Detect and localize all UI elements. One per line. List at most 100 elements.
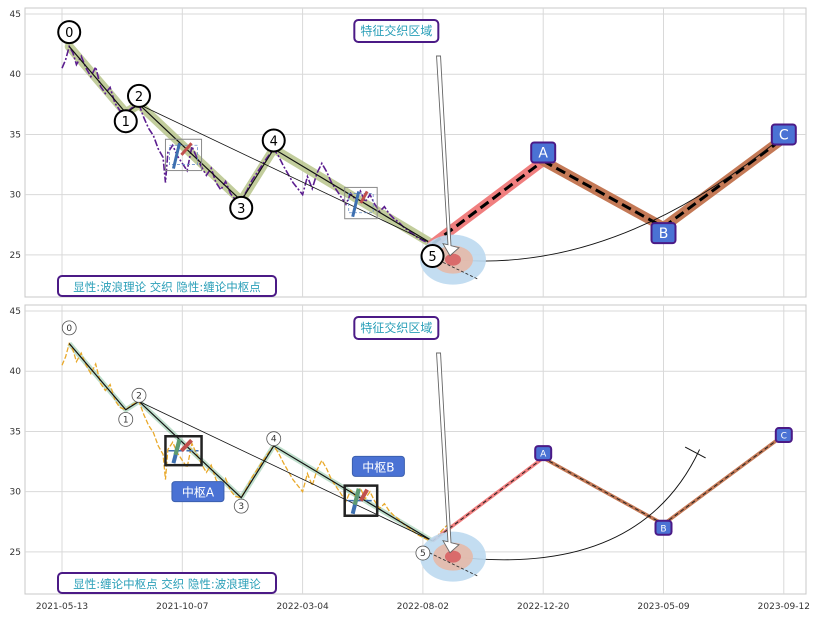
wave-label-circle <box>131 387 147 403</box>
wave-label-circle <box>266 431 282 447</box>
wave-label: 5 <box>428 250 436 265</box>
wave-label-circle <box>113 109 138 134</box>
y-tick-label: 40 <box>10 70 22 80</box>
green-segment <box>173 438 182 456</box>
forecast-label-box <box>530 141 557 164</box>
curve-arrow <box>452 449 700 561</box>
wave-line <box>68 343 433 542</box>
corner-label-text: 显性:缠论中枢点 交织 隐性:波浪理论 <box>73 577 261 591</box>
forecast-line <box>663 434 785 525</box>
forecast-label-box <box>774 427 793 444</box>
blue-segment <box>351 191 361 218</box>
wave-label: 2 <box>135 90 143 105</box>
annotation-text: 特征交织区域 <box>360 320 432 335</box>
y-tick-label: 30 <box>10 191 22 201</box>
wave-label: 3 <box>237 202 245 217</box>
blue-segment <box>171 142 181 169</box>
annotation-box <box>353 316 440 340</box>
forecast-label-box <box>654 519 673 536</box>
wave-label: 2 <box>136 391 142 401</box>
forecast-label-box <box>770 123 797 146</box>
y-tick-label: 40 <box>10 367 22 377</box>
forecast-label: A <box>540 450 547 460</box>
center-inner-box <box>169 144 198 165</box>
wave-label: 0 <box>65 26 73 41</box>
wave-label-circle <box>233 498 249 514</box>
pointer-arrow <box>436 352 460 554</box>
green-segment <box>352 488 361 506</box>
wave-label: 4 <box>270 134 278 149</box>
forecast-label: C <box>781 432 787 442</box>
red-segment <box>358 488 369 502</box>
red-segment <box>359 190 369 204</box>
x-tick-label: 2021-05-13 <box>36 602 88 612</box>
center-box <box>164 435 203 467</box>
plot-area <box>24 7 807 298</box>
x-tick-label: 2022-03-04 <box>276 602 329 612</box>
forecast-label: A <box>538 146 548 162</box>
wave-label-circle <box>61 320 77 336</box>
x-tick-label: 2023-09-12 <box>758 602 810 612</box>
y-tick-label: 45 <box>10 10 21 20</box>
wave-label: 3 <box>238 502 244 512</box>
y-tick-label: 25 <box>10 548 21 558</box>
center-label: 中枢A <box>182 485 215 500</box>
y-tick-label: 35 <box>10 427 21 437</box>
forecast-line <box>431 159 545 246</box>
trend-line <box>138 103 433 245</box>
wave-label-circle <box>420 244 445 269</box>
wave-label: 4 <box>271 435 277 445</box>
center-label: 中枢B <box>362 459 394 474</box>
center-box <box>344 186 378 220</box>
y-tick-label: 25 <box>10 251 21 261</box>
wave-label-circle <box>126 83 151 108</box>
red-segment <box>180 142 193 156</box>
annotation-text: 特征交织区域 <box>360 23 432 38</box>
forecast-label: C <box>779 127 789 143</box>
wave-label: 0 <box>66 324 72 334</box>
wave-label: 5 <box>420 549 426 559</box>
wave-line <box>68 46 433 245</box>
halo-inner <box>444 550 461 563</box>
wave-label: 1 <box>122 115 130 130</box>
forecast-line <box>542 159 665 229</box>
annotation-box <box>353 19 440 43</box>
forecast-line <box>432 457 544 542</box>
wave-label-circle <box>261 128 286 153</box>
center-label-box <box>351 455 405 477</box>
arrow-head <box>684 446 706 459</box>
center-label-box <box>171 481 225 503</box>
pointer-arrow <box>436 55 460 257</box>
price-series <box>61 341 448 542</box>
x-tick-label: 2022-12-20 <box>517 602 570 612</box>
forecast-line <box>662 136 785 229</box>
forecast-label: B <box>659 226 669 242</box>
wave-label-circle <box>57 20 82 45</box>
center-inner-box <box>348 193 374 214</box>
corner-label-box <box>57 572 277 594</box>
forecast-label-box <box>650 222 677 245</box>
wave-label-circle <box>229 195 254 220</box>
wave-label-circle <box>415 545 431 561</box>
x-tick-label: 2023-05-09 <box>637 602 690 612</box>
y-tick-label: 45 <box>10 307 21 317</box>
forecast-line <box>542 457 664 525</box>
trend-line <box>138 400 433 542</box>
x-tick-label: 2021-10-07 <box>156 602 208 612</box>
y-tick-label: 30 <box>10 488 22 498</box>
forecast-label-box <box>534 445 553 462</box>
center-box <box>164 138 203 172</box>
x-tick-label: 2022-08-02 <box>397 602 449 612</box>
forecast-label: B <box>660 524 666 534</box>
corner-label-text: 显性:波浪理论 交织 隐性:缠论中枢点 <box>73 280 261 294</box>
plot-area <box>24 304 807 595</box>
wave-label-circle <box>118 411 134 427</box>
red-segment <box>180 438 193 453</box>
curve-arrow <box>452 135 785 262</box>
y-tick-label: 35 <box>10 130 21 140</box>
corner-label-box <box>57 275 277 297</box>
